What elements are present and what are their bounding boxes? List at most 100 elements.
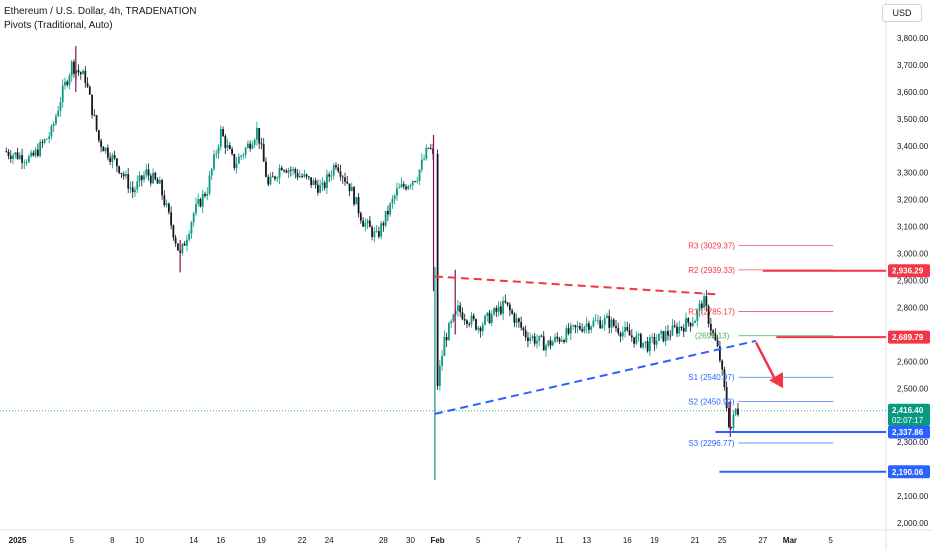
candle-body bbox=[253, 139, 256, 145]
candle-body bbox=[479, 327, 482, 332]
price-tag-text-support-2337: 2,337.86 bbox=[892, 428, 924, 437]
x-tick-label: 24 bbox=[325, 536, 334, 545]
candle-body bbox=[646, 341, 649, 352]
candle-body bbox=[113, 155, 116, 159]
candle-body bbox=[549, 340, 552, 346]
candle-body bbox=[140, 175, 143, 180]
candle-body bbox=[511, 310, 514, 314]
y-tick-label: 2,500.00 bbox=[897, 384, 929, 393]
candle-body bbox=[703, 296, 705, 308]
candle-body bbox=[190, 222, 193, 234]
candle-body bbox=[531, 336, 534, 339]
candle-body bbox=[685, 318, 687, 332]
candle-body bbox=[43, 139, 46, 143]
candle-body bbox=[393, 195, 396, 200]
y-tick-label: 3,500.00 bbox=[897, 115, 929, 124]
candle-body bbox=[120, 172, 123, 175]
candle-body bbox=[213, 154, 215, 169]
candle-body bbox=[617, 327, 620, 334]
candle-body bbox=[601, 324, 604, 329]
candle-body bbox=[594, 320, 597, 322]
candle-body bbox=[664, 331, 667, 342]
candle-body bbox=[468, 324, 471, 325]
candle-body bbox=[39, 142, 42, 156]
candle-body bbox=[371, 227, 374, 237]
pivot-label-r2: R2 (2939.33) bbox=[688, 266, 735, 275]
x-tick-label: 30 bbox=[406, 536, 415, 545]
candle-body bbox=[730, 426, 733, 429]
candle-body bbox=[547, 340, 550, 346]
current-price-tag bbox=[888, 403, 930, 426]
candle-body bbox=[258, 128, 261, 144]
pivot-label-s2: S2 (2450.93) bbox=[688, 397, 735, 406]
candle-body bbox=[355, 196, 358, 205]
candle-body bbox=[267, 176, 270, 185]
candle-body bbox=[680, 326, 683, 329]
candle-body bbox=[398, 187, 401, 189]
candle-body bbox=[499, 306, 502, 314]
candle-body bbox=[536, 340, 538, 344]
y-tick-label: 3,400.00 bbox=[897, 142, 929, 151]
candle-body bbox=[296, 173, 299, 178]
candle-body bbox=[95, 115, 98, 131]
candle-body bbox=[506, 302, 509, 305]
candle-body bbox=[163, 195, 166, 206]
x-tick-label: 8 bbox=[110, 536, 115, 545]
candle-body bbox=[405, 186, 407, 190]
candle-body bbox=[687, 318, 690, 323]
y-tick-label: 2,000.00 bbox=[897, 519, 929, 528]
candle-body bbox=[477, 327, 480, 330]
candle-body bbox=[104, 147, 107, 152]
candle-body bbox=[714, 333, 717, 341]
candle-body bbox=[375, 231, 378, 232]
x-tick-label: 21 bbox=[691, 536, 700, 545]
candle-body bbox=[70, 61, 73, 76]
candle-body bbox=[332, 165, 335, 176]
candle-body bbox=[25, 162, 28, 163]
candle-body bbox=[127, 173, 130, 189]
candle-body bbox=[447, 323, 450, 341]
candle-body bbox=[558, 338, 561, 342]
candle-body bbox=[287, 169, 290, 173]
candle-body bbox=[737, 408, 739, 415]
candle-body bbox=[438, 365, 441, 387]
candle-body bbox=[481, 324, 484, 332]
candle-body bbox=[16, 152, 19, 159]
x-tick-label: 5 bbox=[828, 536, 833, 545]
candle-body bbox=[57, 110, 60, 117]
currency-button[interactable]: USD bbox=[882, 4, 922, 22]
candle-body bbox=[522, 327, 525, 331]
candle-body bbox=[624, 327, 626, 332]
candle-body bbox=[592, 320, 595, 327]
candle-body bbox=[274, 176, 276, 179]
y-tick-label: 3,600.00 bbox=[897, 88, 929, 97]
price-tag-text-resistance-2936: 2,936.29 bbox=[892, 267, 924, 276]
candle-body bbox=[709, 323, 712, 331]
candle-body bbox=[551, 341, 554, 346]
candle-body bbox=[441, 355, 444, 366]
candle-body bbox=[208, 175, 211, 194]
candle-body bbox=[400, 184, 403, 188]
candle-body bbox=[707, 306, 710, 324]
candle-body bbox=[637, 334, 640, 336]
candle-body bbox=[597, 320, 599, 322]
x-tick-label: 5 bbox=[70, 536, 75, 545]
candle-body bbox=[387, 210, 389, 215]
candle-body bbox=[319, 184, 322, 193]
candle-body bbox=[425, 147, 428, 159]
candle-body bbox=[68, 75, 71, 85]
candle-body bbox=[41, 142, 44, 143]
pivot-label-s3: S3 (2296.77) bbox=[688, 439, 735, 448]
candle-body bbox=[237, 156, 240, 164]
price-tag-text-resistance-2689: 2,689.79 bbox=[892, 333, 924, 342]
candle-body bbox=[630, 335, 633, 338]
candle-body bbox=[504, 300, 507, 303]
candle-body bbox=[294, 169, 297, 174]
indicator-label[interactable]: Pivots (Traditional, Auto) bbox=[4, 20, 113, 31]
candle-body bbox=[244, 147, 247, 155]
candle-body bbox=[82, 70, 84, 75]
candle-body bbox=[700, 303, 703, 308]
candle-body bbox=[64, 81, 66, 86]
candle-body bbox=[298, 175, 301, 178]
